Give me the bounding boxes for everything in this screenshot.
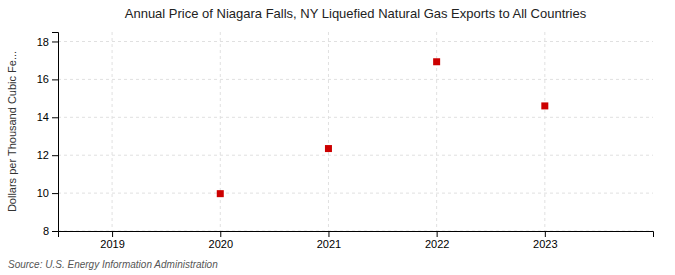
point [541, 102, 548, 109]
grid-line [58, 117, 653, 118]
tick: 2020 [209, 231, 233, 250]
point [433, 58, 440, 65]
tick-mark [220, 231, 221, 237]
grid-line [220, 32, 221, 231]
tick-mark [52, 41, 58, 42]
tick-mark [545, 231, 546, 237]
tick: 12 [37, 149, 58, 161]
tick: 14 [37, 111, 58, 123]
tick-label: 2019 [100, 238, 124, 250]
tick-mark [112, 231, 113, 237]
grid-line [58, 79, 653, 80]
tick-label: 2021 [317, 238, 341, 250]
tick-label: 16 [37, 73, 49, 85]
tick-label: 12 [37, 149, 49, 161]
source: Source: U.S. Energy Information Administ… [8, 259, 218, 270]
tick-label: 2023 [533, 238, 557, 250]
tick: 16 [37, 73, 58, 85]
tick-label: 14 [37, 111, 49, 123]
grid-line [544, 32, 545, 231]
tick-mark [52, 155, 58, 156]
axis-line [59, 232, 654, 238]
tick: 2019 [100, 231, 124, 250]
tick-label: 18 [37, 35, 49, 47]
grid-line [58, 193, 653, 194]
point [325, 145, 332, 152]
grid-line [328, 32, 329, 231]
grid [58, 32, 653, 231]
tick: 2022 [425, 231, 449, 250]
tick: 10 [37, 187, 58, 199]
tick-mark [52, 193, 58, 194]
tick-mark [52, 79, 58, 80]
tick-mark [52, 117, 58, 118]
tick: 2023 [533, 231, 557, 250]
tick: 18 [37, 35, 58, 47]
y-axis: 8 10 12 14 16 18 [37, 33, 59, 238]
tick-mark [328, 231, 329, 237]
plot-area: 2019 2020 2021 2022 2023 8 10 12 14 16 18 [37, 32, 654, 250]
tick-label: 10 [37, 187, 49, 199]
tick-label: 2022 [425, 238, 449, 250]
tick: 8 [43, 225, 58, 237]
tick-mark [437, 231, 438, 237]
axis-line [52, 33, 59, 232]
tick: 2021 [317, 231, 341, 250]
y-axis-label: Dollars per Thousand Cubic Fe... [6, 51, 18, 212]
chart: 2019 2020 2021 2022 2023 8 10 12 14 16 18 Annual Pr… [0, 0, 675, 275]
tick-label: 2020 [209, 238, 233, 250]
grid-line [112, 32, 113, 231]
grid-line [58, 41, 653, 42]
grid-line [58, 155, 653, 156]
x-axis: 2019 2020 2021 2022 2023 [59, 231, 654, 250]
title: Annual Price of Niagara Falls, NY Liquef… [125, 6, 587, 21]
point [217, 190, 224, 197]
points [217, 58, 549, 197]
tick-mark [52, 231, 58, 232]
tick-label: 8 [43, 225, 49, 237]
